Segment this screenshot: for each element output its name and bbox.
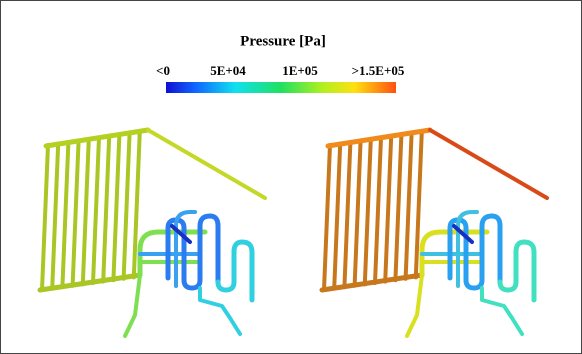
colorbar [166,82,396,93]
legend-label: <0 [156,63,170,78]
figure: Pressure [Pa] <0 5E+04 1E+05 >1.5E+05 [0,0,582,354]
legend-title: Pressure [Pa] [240,33,326,49]
legend-label: >1.5E+05 [352,63,405,78]
legend-label: 5E+04 [210,63,246,78]
legend-label: 1E+05 [282,63,318,78]
